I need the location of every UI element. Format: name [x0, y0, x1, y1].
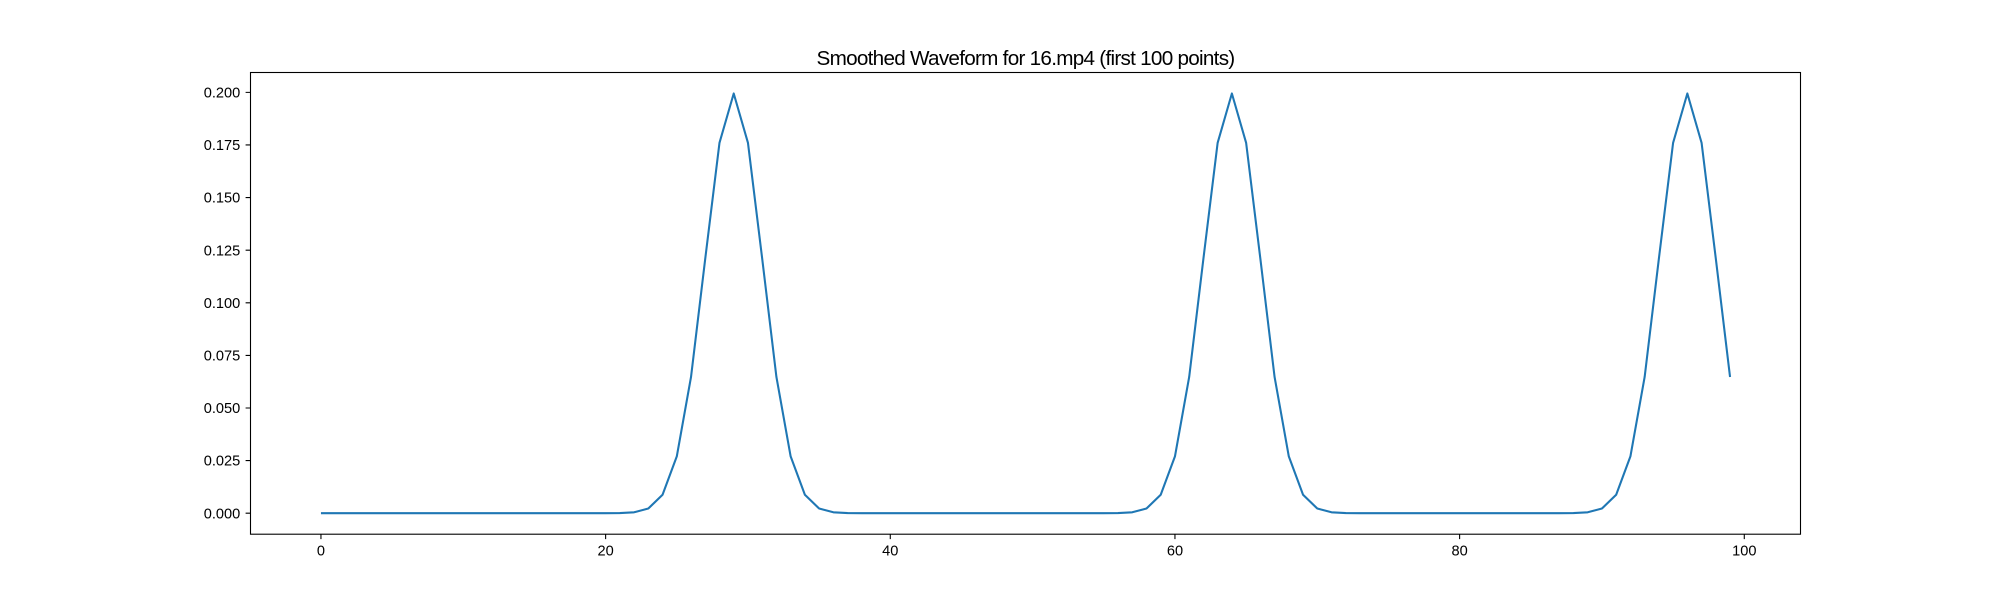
svg-text:0.000: 0.000	[204, 506, 241, 522]
svg-text:0.175: 0.175	[204, 138, 241, 154]
svg-text:0.075: 0.075	[204, 349, 241, 365]
svg-text:0.050: 0.050	[204, 401, 241, 417]
svg-text:0: 0	[317, 544, 325, 560]
svg-text:40: 40	[882, 544, 898, 560]
svg-text:100: 100	[1732, 544, 1756, 560]
svg-text:0.125: 0.125	[204, 243, 241, 259]
svg-text:60: 60	[1167, 544, 1183, 560]
svg-text:0.100: 0.100	[204, 296, 241, 312]
svg-text:80: 80	[1451, 544, 1467, 560]
svg-text:0.200: 0.200	[204, 85, 241, 101]
svg-text:Smoothed Waveform for 16.mp4 (: Smoothed Waveform for 16.mp4 (first 100 …	[817, 47, 1235, 70]
svg-text:0.025: 0.025	[204, 454, 241, 470]
svg-text:20: 20	[598, 544, 614, 560]
svg-text:0.150: 0.150	[204, 191, 241, 207]
